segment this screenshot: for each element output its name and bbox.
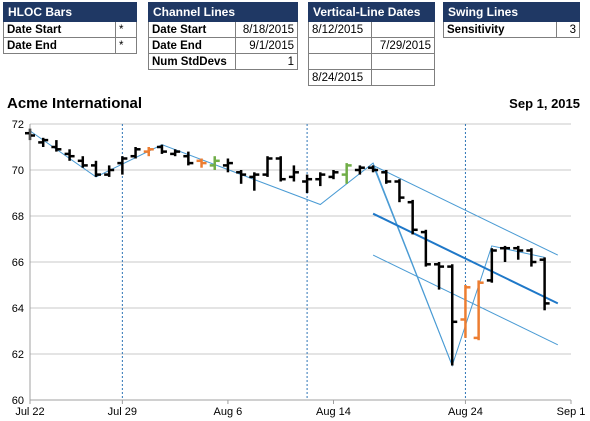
swing-line — [29, 130, 545, 367]
swing-lines-panel: Swing Lines Sensitivity 3 — [443, 2, 581, 38]
ohlc-bar — [38, 137, 49, 147]
x-tick-label: Aug 24 — [448, 406, 483, 418]
channel-lines-panel: Channel Lines Date Start 8/18/2015 Date … — [147, 2, 298, 70]
ohlc-bar — [196, 158, 207, 168]
y-tick-label: 64 — [12, 303, 24, 315]
ohlc-bar — [354, 165, 365, 175]
ohlc-bar — [420, 229, 431, 267]
ohlc-bar — [156, 144, 167, 154]
ohlc-bar — [183, 151, 194, 166]
x-tick-label: Sep 1 — [557, 406, 586, 418]
ohlc-bar — [539, 257, 550, 311]
vertical-line-dates-title: Vertical-Line Dates — [308, 2, 435, 22]
ohlc-bar — [77, 156, 88, 168]
ohlc-bar — [394, 179, 405, 203]
hloc-date-end-label: Date End — [3, 37, 116, 54]
y-tick-label: 68 — [12, 211, 24, 223]
channel-lines-title: Channel Lines — [148, 2, 298, 22]
chart-title: Acme International — [7, 95, 143, 112]
hloc-bars-panel: HLOC Bars Date Start * Date End * — [3, 2, 138, 54]
swing-sensitivity-label: Sensitivity — [443, 21, 557, 38]
channel-num-stddevs-value[interactable]: 1 — [235, 53, 298, 70]
ohlc-bar — [51, 140, 62, 152]
y-tick-label: 72 — [12, 119, 24, 131]
swing-lines-title: Swing Lines — [443, 2, 580, 22]
ohlc-bar — [236, 170, 247, 184]
y-tick-label: 66 — [12, 257, 24, 269]
ohlc-bar — [500, 245, 511, 262]
ohlc-bar — [249, 172, 260, 191]
channel-date-start-value[interactable]: 8/18/2015 — [235, 21, 298, 38]
ohlc-bar — [368, 165, 379, 173]
ohlc-bar — [302, 174, 313, 193]
x-tick-label: Aug 6 — [214, 406, 243, 418]
chart-date-label: Sep 1, 2015 — [509, 96, 580, 111]
ohlc-bar — [222, 158, 233, 173]
ohlc-bar — [288, 165, 299, 182]
ohlc-bar — [275, 156, 286, 182]
ohlc-bar — [513, 245, 524, 260]
y-tick-label: 70 — [12, 165, 24, 177]
swing-sensitivity-value[interactable]: 3 — [555, 21, 581, 38]
ohlc-bar — [407, 199, 418, 235]
hloc-bars-title: HLOC Bars — [3, 2, 137, 22]
x-tick-label: Aug 14 — [316, 406, 351, 418]
ohlc-bar — [262, 156, 273, 177]
ohlc-bar — [64, 149, 75, 161]
x-tick-label: Jul 22 — [15, 406, 44, 418]
vline-date-cell[interactable] — [371, 69, 435, 86]
channel-num-stddevs-label: Num StdDevs — [147, 53, 237, 70]
ohlc-bar — [381, 170, 392, 184]
ohlc-bar — [473, 280, 484, 341]
ohlc-bar — [143, 147, 154, 157]
x-tick-label: Jul 29 — [108, 406, 137, 418]
ohlc-bar — [130, 147, 141, 159]
ohlc-bar — [434, 262, 445, 290]
trend-line — [372, 165, 453, 366]
hloc-date-start-label: Date Start — [3, 21, 116, 38]
vertical-line-dates-panel: Vertical-Line Dates 8/12/2015 7/29/2015 … — [308, 2, 435, 86]
y-tick-label: 60 — [12, 395, 24, 407]
ohlc-bar — [170, 149, 181, 157]
ohlc-bar — [328, 170, 339, 180]
ohlc-bar — [341, 163, 352, 184]
ohlc-bar — [315, 172, 326, 187]
y-tick-label: 62 — [12, 349, 24, 361]
channel-mid-line — [372, 212, 559, 305]
channel-date-end-value[interactable]: 9/1/2015 — [235, 37, 298, 54]
ohlc-bar — [90, 160, 101, 177]
ohlc-bar — [104, 165, 115, 177]
hloc-date-end-value[interactable]: * — [114, 37, 138, 54]
ohlc-bar — [209, 156, 220, 170]
ohlc-bar — [117, 156, 128, 175]
ohlc-bar — [526, 248, 537, 267]
ohlc-bar — [447, 264, 458, 366]
ohlc-bar — [460, 285, 471, 338]
trend-line — [372, 164, 559, 256]
vline-date-cell[interactable]: 8/12/2015 — [308, 21, 372, 38]
ohlc-bar — [486, 248, 497, 283]
